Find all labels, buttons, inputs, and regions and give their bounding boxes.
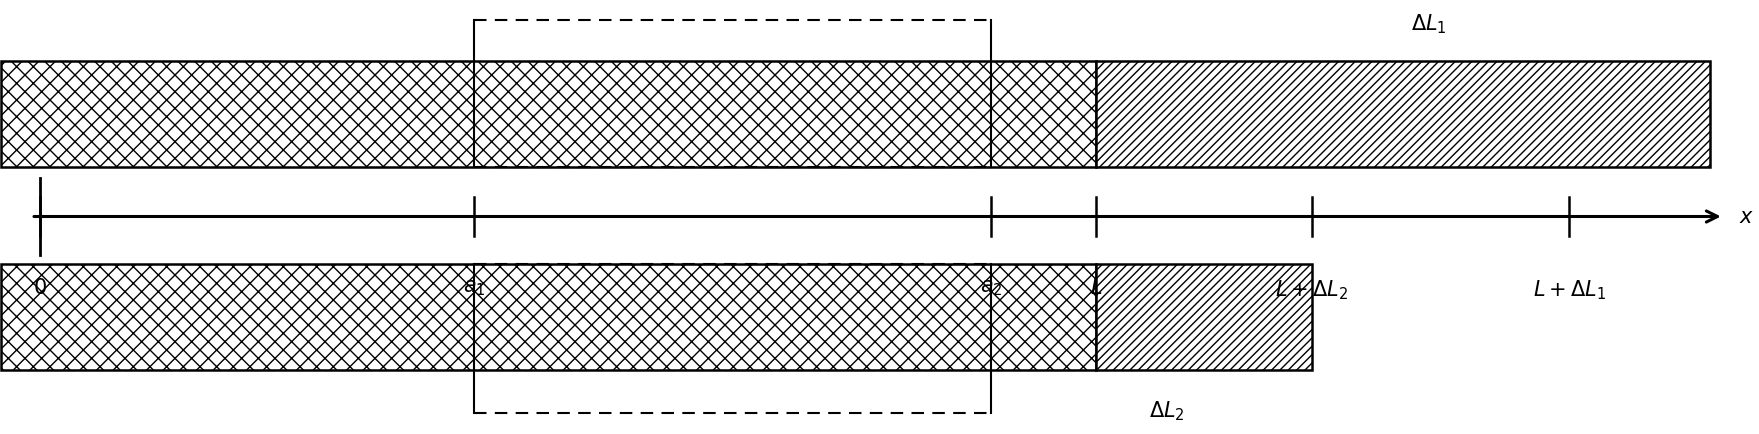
Bar: [1096, 62, 1710, 168]
Bar: [1096, 264, 1312, 370]
Text: $a_1$: $a_1$: [463, 277, 485, 297]
Text: $L$: $L$: [1091, 277, 1103, 297]
Text: $a_2$: $a_2$: [980, 277, 1003, 297]
Text: $L+\Delta L_2$: $L+\Delta L_2$: [1275, 277, 1349, 301]
Text: $\Delta L_1$: $\Delta L_1$: [1411, 12, 1448, 36]
Bar: [2, 264, 1096, 370]
Text: $x$: $x$: [1740, 207, 1754, 227]
Bar: [2, 62, 1096, 168]
Text: $L+\Delta L_1$: $L+\Delta L_1$: [1532, 277, 1606, 301]
Text: $\Delta L_2$: $\Delta L_2$: [1149, 398, 1184, 422]
Text: $0$: $0$: [33, 277, 47, 297]
